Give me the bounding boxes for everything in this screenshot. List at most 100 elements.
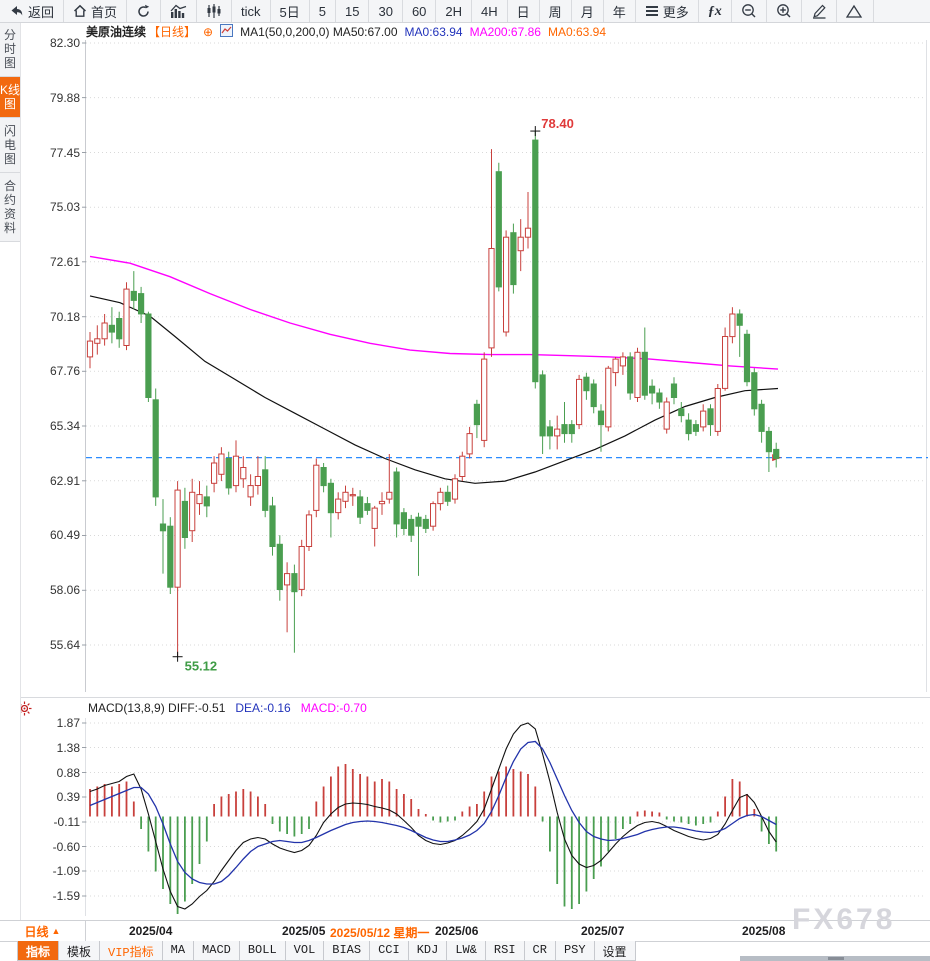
macd-diff-line bbox=[89, 722, 777, 910]
date-label: 2025/08 bbox=[742, 924, 786, 938]
ma0-value-orange: MA0:63.94 bbox=[547, 24, 607, 39]
refresh-icon bbox=[136, 4, 151, 19]
macd-axis-tick: 0.88 bbox=[56, 765, 80, 780]
price-axis-tick: 60.49 bbox=[49, 528, 80, 543]
price-axis-tick: 82.30 bbox=[49, 36, 80, 50]
price-chart-canvas[interactable]: 78.40 55.12 bbox=[0, 22, 930, 920]
back-button[interactable]: 返回 bbox=[0, 0, 65, 22]
home-button[interactable]: 首页 bbox=[64, 0, 128, 22]
macd-axis-tick: 0.39 bbox=[56, 790, 80, 804]
sidebar-item-contract-info[interactable]: 合约资料 bbox=[0, 173, 20, 242]
candle-chart-icon bbox=[206, 4, 222, 18]
home-icon bbox=[73, 4, 87, 18]
macd-dea-line bbox=[89, 740, 777, 885]
tab-bias[interactable]: BIAS bbox=[324, 941, 371, 961]
draw-button[interactable] bbox=[802, 0, 837, 22]
price-axis-tick: 67.76 bbox=[49, 364, 80, 379]
interval-2h-button-label: 2H bbox=[445, 3, 463, 19]
tab-lw[interactable]: LW& bbox=[447, 941, 486, 961]
scrollbar-handle[interactable] bbox=[828, 957, 844, 960]
more-icon bbox=[645, 5, 659, 17]
interval-30m-button-label: 30 bbox=[378, 3, 393, 19]
symbol-label: 美原油连续 bbox=[86, 25, 147, 39]
sidebar-item-time-chart[interactable]: 分时图 bbox=[0, 22, 20, 77]
zoom-out-button[interactable] bbox=[732, 0, 767, 22]
home-button-label: 首页 bbox=[91, 4, 118, 20]
tab-vol[interactable]: VOL bbox=[285, 941, 325, 961]
indicator-fx-button[interactable]: ƒx bbox=[699, 0, 732, 22]
date-label: 2025/07 bbox=[581, 924, 625, 938]
period-tag: 【日线】 bbox=[148, 25, 197, 39]
interval-15m-button[interactable]: 15 bbox=[336, 0, 370, 22]
bottom-tab-bar: 指标 模板 VIP指标 MA MACD BOLL VOL BIAS CCI KDJ LW& RSI CR… bbox=[0, 941, 930, 961]
back-button-label: 返回 bbox=[28, 4, 55, 20]
interval-day-button-label: 日 bbox=[516, 4, 530, 20]
price-axis-tick: 77.45 bbox=[49, 145, 80, 160]
price-axis-tick: 62.91 bbox=[49, 473, 80, 488]
shape-button[interactable] bbox=[837, 0, 874, 22]
chevron-up-icon: ▲ bbox=[51, 926, 61, 936]
interval-day-button[interactable]: 日 bbox=[508, 0, 540, 22]
back-icon bbox=[9, 4, 24, 18]
tab-cci[interactable]: CCI bbox=[370, 941, 409, 961]
interval-60m-button[interactable]: 60 bbox=[403, 0, 437, 22]
tab-ma[interactable]: MA bbox=[162, 941, 195, 961]
sidebar-item-flash-chart[interactable]: 闪电图 bbox=[0, 118, 20, 173]
interval-month-button-label: 月 bbox=[580, 4, 594, 20]
interval-30m-button[interactable]: 30 bbox=[369, 0, 403, 22]
interval-year-button[interactable]: 年 bbox=[604, 0, 636, 22]
price-axis-tick: 75.03 bbox=[49, 200, 80, 215]
tab-cn-14[interactable]: 设置 bbox=[594, 941, 636, 961]
add-indicator-icon[interactable]: ⊕ bbox=[203, 24, 214, 39]
price-axis-tick: 72.61 bbox=[49, 254, 80, 269]
tab-macd[interactable]: MACD bbox=[194, 941, 240, 961]
crosshair-date-label: 2025/05/12 星期一 bbox=[330, 926, 430, 940]
candlestick-series bbox=[86, 131, 780, 657]
shape-icon bbox=[845, 4, 864, 19]
horizontal-scrollbar[interactable] bbox=[740, 956, 930, 961]
interval-tick-button[interactable]: tick bbox=[232, 0, 271, 22]
interval-2h-button[interactable]: 2H bbox=[436, 0, 473, 22]
more-button[interactable]: 更多 bbox=[636, 0, 699, 22]
high-price-marker: 78.40 bbox=[530, 116, 574, 137]
date-label: 2025/06 bbox=[435, 924, 479, 938]
x-axis-strip: 日线 ▲ 2025/04 2025/05 2025/06 2025/07 2025/08… bbox=[0, 920, 930, 942]
interval-4h-button-label: 4H bbox=[481, 3, 498, 19]
price-axis-tick: 79.88 bbox=[49, 90, 80, 105]
tab-cn-2[interactable]: VIP指标 bbox=[100, 941, 163, 961]
macd-axis-tick: 1.87 bbox=[56, 716, 80, 730]
interval-5d-button-label: 5日 bbox=[279, 4, 300, 20]
macd-title-diff-value: MACD(13,8,9) DIFF:-0.51 bbox=[88, 701, 226, 715]
interval-week-button[interactable]: 周 bbox=[540, 0, 572, 22]
ma50-line bbox=[89, 295, 779, 484]
interval-4h-button[interactable]: 4H bbox=[472, 0, 508, 22]
macd-axis-tick: -1.09 bbox=[52, 864, 80, 878]
interval-month-button[interactable]: 月 bbox=[572, 0, 604, 22]
trend-chart-button[interactable] bbox=[161, 0, 198, 22]
candle-chart-button[interactable] bbox=[197, 0, 233, 22]
refresh-button[interactable] bbox=[127, 0, 162, 22]
svg-text:55.12: 55.12 bbox=[185, 659, 218, 674]
price-axis-tick: 65.34 bbox=[49, 418, 80, 433]
chart-title-bar: 美原油连续 【日线】 ⊕ MA1(50,0,200,0) MA50:67.00 M… bbox=[86, 23, 607, 39]
tab-kdj[interactable]: KDJ bbox=[408, 941, 448, 961]
zoom-in-icon bbox=[776, 3, 792, 19]
more-button-label: 更多 bbox=[662, 4, 689, 20]
tab-psy[interactable]: PSY bbox=[555, 941, 595, 961]
date-label: 2025/04 bbox=[129, 924, 173, 938]
tab-boll[interactable]: BOLL bbox=[239, 941, 286, 961]
price-axis-tick: 58.06 bbox=[49, 583, 80, 598]
zoom-in-button[interactable] bbox=[767, 0, 802, 22]
interval-week-button-label: 周 bbox=[548, 4, 562, 20]
tab-cn-1[interactable]: 模板 bbox=[59, 941, 101, 961]
period-dropdown-label: 日线 bbox=[24, 924, 49, 939]
interval-5d-button[interactable]: 5日 bbox=[271, 0, 310, 22]
last-price-line bbox=[86, 454, 928, 462]
interval-5m-button[interactable]: 5 bbox=[310, 0, 336, 22]
tab-rsi[interactable]: RSI bbox=[485, 941, 525, 961]
tab-cr[interactable]: CR bbox=[524, 941, 556, 961]
tab-cn-0[interactable]: 指标 bbox=[17, 941, 60, 961]
period-dropdown[interactable]: 日线 ▲ bbox=[0, 921, 86, 941]
sidebar-item-kline-chart[interactable]: K线图 bbox=[0, 77, 20, 118]
macd-histogram bbox=[89, 764, 778, 914]
